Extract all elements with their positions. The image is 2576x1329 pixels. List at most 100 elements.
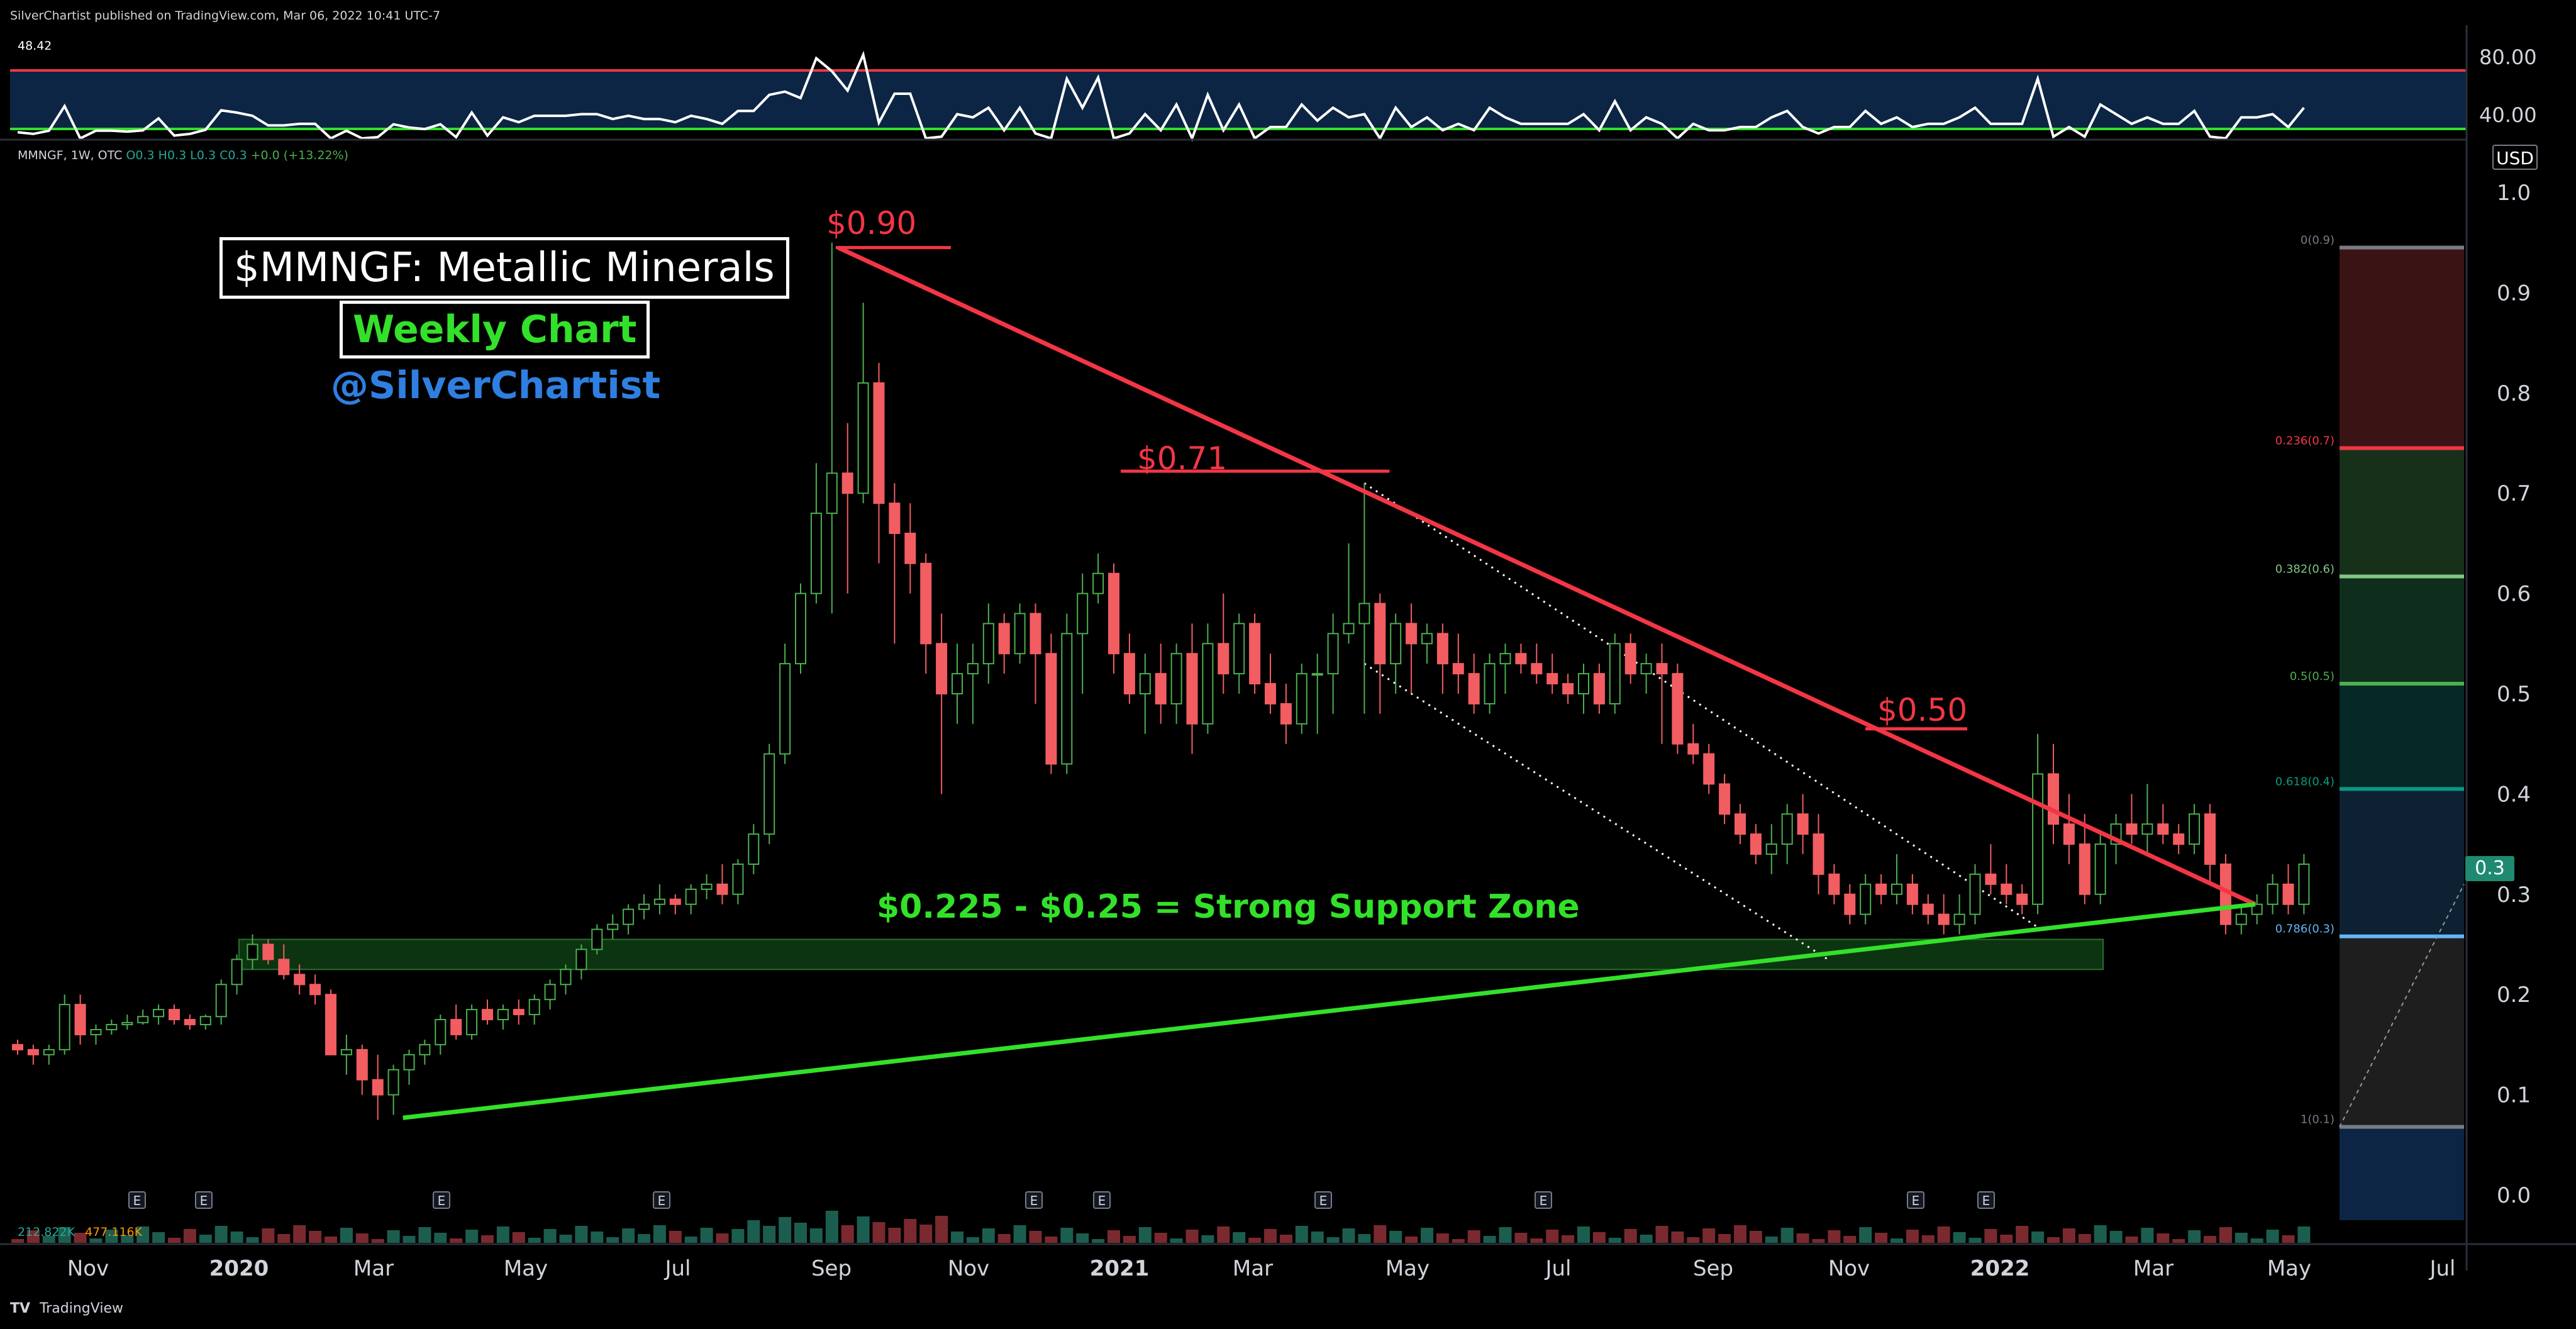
candle-body <box>231 959 243 986</box>
candle <box>528 994 540 1025</box>
support-zone[interactable] <box>238 938 2104 970</box>
volume-bar <box>1749 1231 1762 1243</box>
volume-bar <box>1577 1226 1590 1243</box>
volume-bar <box>1045 1237 1058 1243</box>
volume-bar <box>1217 1226 1230 1243</box>
candle <box>544 979 556 1010</box>
volume-bar <box>1311 1232 1324 1243</box>
candle <box>1656 643 1668 744</box>
label-high-090[interactable]: $0.90 <box>826 205 917 242</box>
volume-bar <box>1374 1225 1387 1243</box>
candle-body <box>2157 823 2169 835</box>
candle <box>920 553 932 674</box>
candle <box>1311 653 1323 734</box>
candle <box>1499 643 1511 694</box>
earnings-marker-label: E <box>658 1193 666 1208</box>
fib-zone <box>2340 1126 2464 1220</box>
footer-brand[interactable]: 𝗧𝗩 TradingView <box>10 1301 123 1316</box>
candle-body <box>435 1019 447 1045</box>
candle-body <box>2204 813 2216 865</box>
volume-bar <box>1812 1239 1825 1243</box>
time-tick-label: Jul <box>2428 1256 2455 1281</box>
fib-level-label: 0.5(0.5) <box>2290 670 2334 683</box>
price-tick-label: 0.1 <box>2497 1083 2531 1108</box>
support-zone-rect <box>238 938 2104 970</box>
candle <box>560 964 572 995</box>
weekly-chart-annotation[interactable]: Weekly Chart <box>340 301 650 359</box>
volume-bar <box>1906 1230 1919 1243</box>
candle-body <box>1265 683 1276 704</box>
earnings-marker-box <box>1977 1191 1995 1209</box>
volume-bar <box>543 1229 557 1243</box>
label-high-071[interactable]: $0.71 <box>1137 440 1228 477</box>
candle-body <box>169 1009 180 1021</box>
candle-body <box>528 999 540 1016</box>
volume-bar <box>1123 1236 1136 1243</box>
price-tick-label: 0.4 <box>2497 782 2531 807</box>
candle <box>2282 864 2294 915</box>
candle-body <box>2267 883 2279 905</box>
candle-body <box>623 908 635 925</box>
candle <box>247 934 258 970</box>
support-zone-label[interactable]: $0.225 - $0.25 = Strong Support Zone <box>877 888 1580 926</box>
time-axis[interactable]: Nov 2020 Mar May Jul Sep Nov 2021 Mar May Jul Sep No… <box>67 1256 2456 1281</box>
earnings-marker-box <box>433 1191 450 1209</box>
candle-body <box>1436 633 1448 665</box>
candle-body <box>998 623 1010 655</box>
price-axis[interactable]: 1.0 0.9 0.8 0.7 0.6 0.5 0.4 0.3 0.2 0.1 0.0 80.00 40… <box>2479 45 2537 1208</box>
earnings-marker-icon: E <box>1025 1191 1043 1209</box>
candle-body <box>685 888 697 905</box>
candle-body <box>340 1048 352 1055</box>
volume-bar <box>779 1217 792 1243</box>
candle-body <box>153 1009 165 1018</box>
candle-body <box>2048 773 2059 825</box>
volume-bar <box>371 1239 384 1243</box>
candle <box>184 1015 196 1030</box>
volume-bar <box>1687 1237 1700 1243</box>
volume-bar <box>700 1228 713 1243</box>
time-tick-label: Jul <box>663 1256 691 1281</box>
candle-body <box>1765 843 1777 855</box>
price-tick-label: 1.0 <box>2497 181 2531 206</box>
volume-bar <box>214 1226 228 1243</box>
candle <box>466 1004 478 1040</box>
trendlines[interactable] <box>402 245 2257 1120</box>
candle <box>1562 674 1574 704</box>
candle-body <box>325 994 336 1055</box>
volume-bar <box>904 1219 917 1243</box>
candle-body <box>669 898 681 905</box>
candle <box>2126 794 2138 845</box>
candle-body <box>591 928 603 950</box>
candle-body <box>841 472 853 494</box>
fib-level-label: 1(0.1) <box>2301 1113 2334 1126</box>
change-value: +0.0 (+13.22%) <box>250 148 348 162</box>
price-tick-label: 0.6 <box>2497 582 2531 607</box>
candle <box>450 1004 462 1040</box>
candle <box>2251 894 2263 925</box>
candle <box>889 483 901 644</box>
author-handle-annotation[interactable]: @SilverChartist <box>331 364 661 408</box>
volume-bar <box>1295 1226 1308 1243</box>
candle-body <box>1218 643 1230 675</box>
candle-body <box>1170 653 1182 704</box>
candle <box>575 944 587 980</box>
candle <box>1218 593 1230 694</box>
currency-button[interactable]: USD <box>2492 145 2538 170</box>
volume-bar <box>763 1226 776 1243</box>
volume-bar <box>951 1232 963 1243</box>
candle-body <box>1202 643 1214 725</box>
fib-retracement[interactable]: 0(0.9) 0.236(0.7) 0.382(0.6) 0.5(0.5) 0.618(… <box>2275 234 2465 1220</box>
earnings-marker-label: E <box>1319 1193 1328 1208</box>
volume-bar <box>496 1226 509 1243</box>
candle-body <box>262 943 274 960</box>
candle <box>1813 814 1824 894</box>
candle <box>952 643 963 724</box>
chart-title-annotation[interactable]: $MMNGF: Metallic Minerals <box>219 237 789 299</box>
label-high-050[interactable]: $0.50 <box>1877 692 1968 728</box>
volume-bar <box>402 1236 416 1243</box>
descending-channel[interactable] <box>1363 482 2042 960</box>
earnings-marker-icon: E <box>195 1191 213 1209</box>
candle-body <box>638 903 650 910</box>
